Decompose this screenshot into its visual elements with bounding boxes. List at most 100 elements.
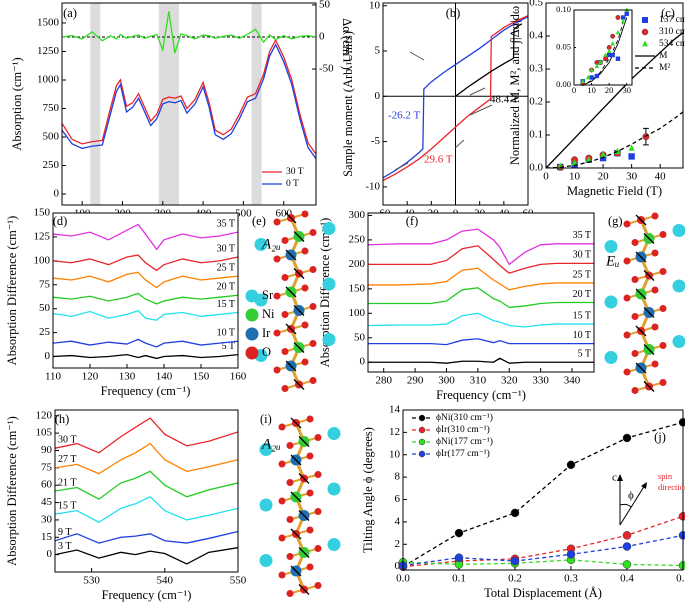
oxygen xyxy=(281,385,289,392)
x-tick-label: 160 xyxy=(230,371,247,383)
marker xyxy=(621,18,626,24)
y-tick-label: 0 xyxy=(395,560,401,572)
y-tick-label: 50 xyxy=(39,302,51,314)
series-line xyxy=(574,17,628,85)
displacement-arrow xyxy=(285,360,297,372)
x-tick-label: 340 xyxy=(564,375,581,387)
y-tick-label: 4 xyxy=(395,515,401,527)
y-axis-label: Absorption Difference (cm⁻¹) xyxy=(318,218,332,368)
y-tick-label: 250 xyxy=(43,159,60,171)
oxygen xyxy=(623,368,631,376)
atom-legend-label: Ir xyxy=(262,326,271,340)
annotation: ϕ xyxy=(628,490,634,502)
annotation: direction xyxy=(658,482,685,492)
y-tick-label: 45 xyxy=(41,496,53,508)
sr-atom xyxy=(259,498,273,512)
x-tick-label: 10 xyxy=(587,85,596,95)
legend-label: 310 cm⁻¹ xyxy=(659,27,685,37)
sr-atom xyxy=(672,224,685,237)
series-line xyxy=(403,421,683,568)
annotation: -26.2 T xyxy=(388,110,420,122)
x-axis-label: Frequency (cm⁻¹) xyxy=(436,388,526,402)
y-tick-label: 0.00 xyxy=(556,79,571,89)
y-tick-label: 0 xyxy=(47,548,53,560)
panel: 110 120 130 140 150 160 0 25 50 75 100 125 150 5 T 10 … xyxy=(5,207,247,398)
oxygen xyxy=(631,239,639,246)
plot-area xyxy=(403,410,683,570)
series-line xyxy=(53,309,238,321)
atom-legend-marker xyxy=(245,346,259,360)
panel-label: (f) xyxy=(406,214,419,228)
displacement-arrow xyxy=(290,491,302,503)
oxygen xyxy=(651,286,659,294)
marker xyxy=(678,531,685,540)
curve-label: 10 T xyxy=(217,328,235,339)
oxygen xyxy=(301,321,309,329)
x-tick-label: 500 xyxy=(235,208,252,220)
oxygen xyxy=(651,360,659,368)
x-tick-label: 550 xyxy=(230,575,247,587)
displacement-arrow xyxy=(298,473,310,484)
series-line xyxy=(368,312,594,328)
displacement-arrow xyxy=(643,381,655,392)
y-tick-label: 105 xyxy=(36,427,53,439)
y-tick-label: 0.0 xyxy=(529,162,543,174)
x-tick-label: 330 xyxy=(532,375,549,387)
displacement-arrow xyxy=(290,565,302,577)
y-tick-label: 90 xyxy=(41,444,53,456)
curve-label: 9 T xyxy=(58,527,71,538)
x-tick-label: 0.0 xyxy=(396,573,410,585)
marker xyxy=(606,48,612,54)
x-axis-label: Total Displacement (Å) xyxy=(484,586,602,600)
x-tick-label: 0 xyxy=(572,85,576,95)
y-tick-label: 150 xyxy=(349,282,366,294)
series-line xyxy=(368,228,594,266)
y-tick-label: 10 xyxy=(389,448,401,460)
y-tick-label: 0.05 xyxy=(556,41,571,51)
oxygen xyxy=(623,257,631,265)
displacement-arrow xyxy=(643,270,655,281)
marker xyxy=(603,56,609,62)
y-tick-label: 1500 xyxy=(37,16,60,28)
series-line xyxy=(403,515,683,568)
series-line xyxy=(55,547,238,565)
displacement-arrow xyxy=(290,528,302,540)
annotation: c xyxy=(612,472,617,484)
atom-legend-label: Ni xyxy=(262,307,275,321)
curve-label: 5 T xyxy=(222,341,235,352)
panel-label: (g) xyxy=(608,214,623,228)
curve-label: 25 T xyxy=(217,262,235,273)
y-tick-label: 0.1 xyxy=(529,129,543,141)
oxygen xyxy=(651,212,659,220)
oxygen xyxy=(314,434,322,441)
oxygen xyxy=(651,249,659,257)
y-axis-label: Normalized M, M², and ∫|Δα|dω xyxy=(508,6,523,165)
y2-axis-label: Δα (cm⁻¹) xyxy=(340,18,354,70)
marker xyxy=(585,74,591,80)
marker xyxy=(678,561,685,570)
oxygen xyxy=(659,379,667,386)
marker xyxy=(615,29,621,35)
arrow xyxy=(409,51,425,61)
oxygen xyxy=(278,497,286,505)
y-tick-label: 0.4 xyxy=(529,30,543,42)
curve-label: 10 T xyxy=(573,330,591,341)
oxygen xyxy=(286,479,294,486)
oxygen xyxy=(281,348,289,355)
series-line xyxy=(368,267,594,291)
curve-label: 20 T xyxy=(573,289,591,300)
panel: 0.0 0.1 0.2 0.3 0.4 0.5 0 2 4 6 8 10 12 14 ϕNi(310 cm⁻… xyxy=(361,404,685,600)
shaded-band xyxy=(158,3,179,205)
x-axis-label: Magnetic Field (T) xyxy=(567,184,662,198)
oxygen xyxy=(314,582,322,589)
sr-atom xyxy=(322,333,336,346)
plot-area xyxy=(368,213,594,372)
displacement-arrow xyxy=(285,212,297,224)
series-line xyxy=(53,223,238,251)
sr-atom xyxy=(259,554,273,567)
legend-label: 30 T xyxy=(286,167,304,177)
x-tick-label: 280 xyxy=(375,375,392,387)
marker xyxy=(585,155,593,163)
curve-label: 21 T xyxy=(58,477,76,488)
